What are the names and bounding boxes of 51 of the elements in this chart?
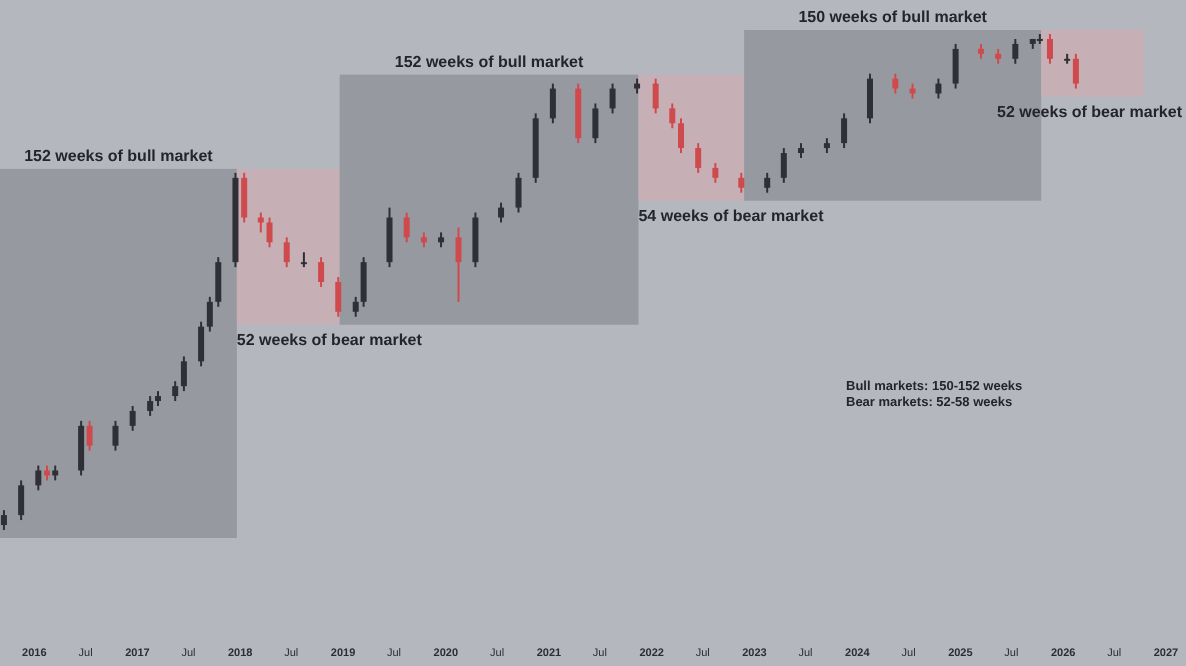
candlestick bbox=[180, 355, 187, 393]
band-label: 150 weeks of bull market bbox=[798, 8, 988, 26]
candlestick bbox=[592, 102, 599, 145]
candlestick bbox=[386, 206, 393, 269]
band-label: 52 weeks of bear market bbox=[236, 330, 423, 349]
candlestick bbox=[198, 320, 205, 368]
candlestick bbox=[866, 72, 873, 125]
candlestick bbox=[318, 256, 325, 288]
candlestick bbox=[129, 405, 136, 432]
candlestick bbox=[695, 142, 702, 174]
candlestick bbox=[669, 102, 676, 130]
candlestick bbox=[549, 82, 556, 125]
candlestick bbox=[172, 380, 179, 403]
candlestick bbox=[147, 395, 154, 417]
candlestick bbox=[712, 161, 719, 184]
candlestick bbox=[764, 171, 771, 194]
candlestick bbox=[206, 295, 213, 333]
candlestick bbox=[86, 419, 93, 452]
candlestick bbox=[1046, 33, 1053, 65]
candlestick bbox=[738, 171, 745, 194]
band-label: 54 weeks of bear market bbox=[638, 206, 825, 225]
candlestick bbox=[472, 211, 479, 269]
candlestick bbox=[78, 419, 85, 477]
band-label: 52 weeks of bear market bbox=[997, 102, 1183, 121]
candlestick bbox=[609, 82, 616, 115]
candlestick bbox=[266, 216, 273, 249]
candlestick bbox=[841, 112, 848, 150]
candlestick bbox=[678, 117, 685, 155]
candlestick bbox=[403, 211, 410, 244]
candlestick bbox=[952, 42, 959, 90]
candlestick bbox=[498, 201, 505, 224]
candlestick bbox=[455, 226, 462, 303]
candlestick bbox=[241, 171, 248, 224]
candlestick bbox=[283, 236, 290, 269]
candlestick bbox=[360, 256, 367, 308]
candlestick bbox=[892, 72, 899, 95]
candlestick bbox=[1012, 37, 1019, 65]
candlestick bbox=[0, 509, 7, 531]
candlestick bbox=[780, 147, 787, 184]
candlestick bbox=[112, 419, 119, 452]
candlestick bbox=[215, 256, 222, 308]
candlestick bbox=[515, 171, 522, 214]
band-label: 152 weeks of bull market bbox=[394, 52, 585, 71]
candlestick bbox=[352, 295, 359, 318]
candlestick bbox=[18, 479, 25, 522]
candlestick bbox=[35, 464, 42, 492]
candlestick bbox=[1072, 52, 1079, 90]
candlestick bbox=[652, 77, 659, 115]
candlestick bbox=[935, 77, 942, 100]
band-label: 152 weeks of bull market bbox=[24, 146, 214, 165]
candlestick bbox=[335, 276, 342, 318]
